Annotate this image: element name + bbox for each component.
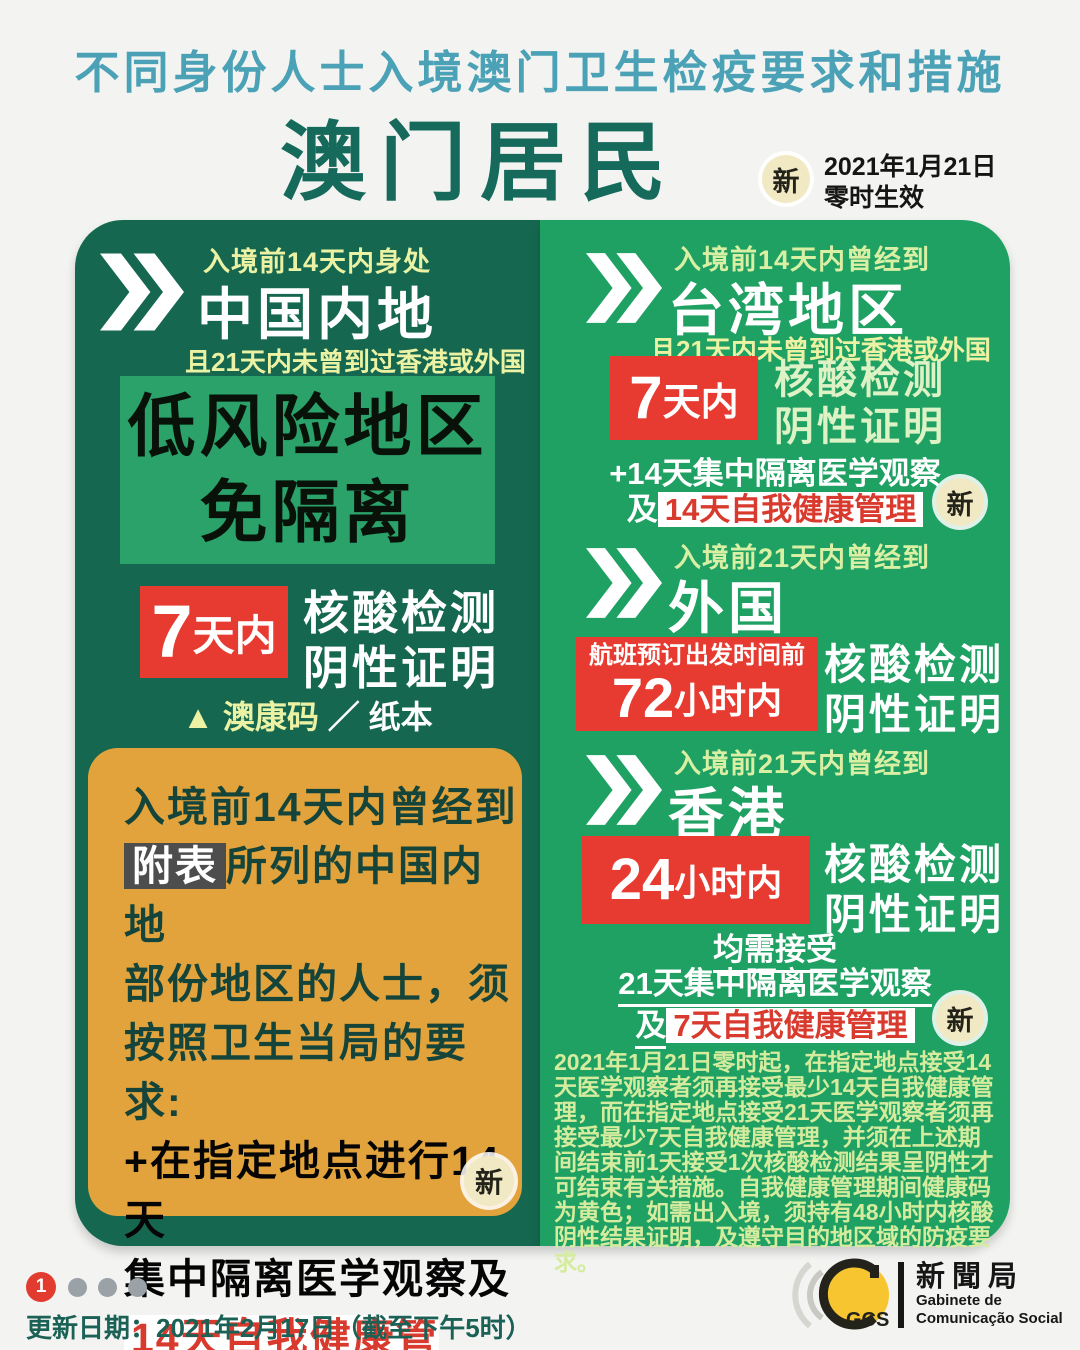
panel-other-regions: 入境前14天内曾经到 台湾地区 且21天内未曾到过香港或外国 7 天内 核酸检测… [540,220,1010,1275]
test-line1: 核酸检测 [774,358,946,402]
time-badge-7days: 7 天内 [610,356,758,440]
hk-requirement-line1: 均需接受 [540,932,1010,973]
time-unit: 小时内 [674,862,783,903]
hongkong-test-requirement: 核酸检测 阴性证明 [824,840,1004,940]
mainland-region-name: 中国内地 [197,283,437,346]
new-badge: 新 [936,994,984,1042]
new-badge: 新 [762,155,810,203]
new-badge: 新 [464,1156,514,1206]
effective-date-line1: 2021年1月21日 [824,153,997,181]
health-code-row: ▲ 澳康码 ／ 纸本 [75,692,540,738]
triangle-icon: ▲ [182,699,214,735]
test-line2: 阴性证明 [824,891,1005,938]
hk-requirement-line3: 及 7天自我健康管理 [540,1000,1010,1049]
page-title: 澳门居民 [280,115,680,211]
req-line3-prefix: 及 [635,1008,667,1049]
time-badge-24hours: 24 小时内 [582,836,810,924]
chevron-right-icon [586,548,662,618]
test-line1: 核酸检测 [303,587,499,639]
req-line1-text: 均需接受 [713,932,837,973]
extra-prefix: 及 [626,492,658,527]
low-risk-box: 低风险地区 免隔离 [120,376,495,564]
test-line1: 核酸检测 [824,841,1005,888]
test-line2: 阴性证明 [824,691,1005,738]
time-number: 7 [629,364,663,431]
effective-date-line2: 零时生效 [824,184,925,212]
test-line2: 阴性证明 [303,642,499,694]
page-indicator-dot [128,1278,147,1297]
taiwan-extra-line1: +14天集中隔离医学观察 [609,456,941,491]
low-risk-line1: 低风险地区 [127,389,488,465]
annex-line3: 部份地区的人士，须 [124,961,511,1007]
annex-line5: +在指定地点进行14天 [124,1138,501,1243]
gcs-logo-mark: GCS [792,1258,889,1331]
annex-line2: 附表 所列的中国内地 [124,837,522,955]
foreign-pre-text: 入境前21天内曾经到 [674,543,931,573]
header-subtitle: 不同身份人士入境澳门卫生检疫要求和措施 [74,47,1006,98]
foreign-region-name: 外国 [668,577,788,640]
hongkong-pre-text: 入境前21天内曾经到 [674,749,931,779]
time-badge-7days: 7 天内 [140,586,288,678]
mainland-pre-text: 入境前14天内身处 [203,247,432,277]
time-number: 24 [609,847,675,912]
time-badge-72hours: 航班预订出发时间前 72 小时内 [576,637,818,731]
time-value-row: 72 小时内 [612,670,782,726]
time-condition: 航班预订出发时间前 [589,642,805,669]
page-indicator-active: 1 [26,1272,56,1302]
annex-chip: 附表 [124,843,226,889]
annex-line4: 按照卫生当局的要求: [124,1020,468,1125]
taiwan-test-requirement: 核酸检测 阴性证明 [774,357,946,451]
annex-note-box: 入境前14天内曾经到 附表 所列的中国内地 部份地区的人士，须 按照卫生当局的要求… [88,748,522,1350]
gcs-logo-portuguese-line2: Comunicação Social [916,1310,1063,1327]
time-unit: 小时内 [674,680,783,721]
gcs-logo-letters: GCS [846,1309,889,1331]
self-management-highlight: 14天自我健康管理 [657,492,924,527]
annex-line6: 集中隔离医学观察及 [124,1256,511,1302]
chevron-right-icon [586,755,662,825]
panel-mainland: 入境前14天内身处 中国内地 且21天内未曾到过香港或外国 低风险地区 免隔离 … [75,220,540,1350]
taiwan-region-name: 台湾地区 [668,279,908,342]
taiwan-extra-line2: 及 14天自我健康管理 [540,484,1010,529]
hongkong-region-name: 香港 [668,783,788,846]
mainland-test-requirement: 核酸检测 阴性证明 [303,586,499,696]
test-line1: 核酸检测 [824,641,1005,688]
chevron-right-icon [586,253,662,323]
hk-requirement-line2: 21天集中隔离医学观察 [540,966,1010,1007]
slash-separator: ／ [327,699,360,735]
chevron-right-icon [100,253,184,331]
update-date: 更新日期：2021年2月17日（截至下午5时） [26,1313,532,1343]
gcs-logo-portuguese-line1: Gabinete de [916,1292,1002,1309]
health-code-app: 澳康码 [222,699,319,735]
self-management-highlight: 7天自我健康管理 [666,1008,915,1043]
req-line2-text: 21天集中隔离医学观察 [618,966,932,1007]
mainland-condition: 且21天内未曾到过香港或外国 [185,347,526,377]
low-risk-line2: 免隔离 [199,475,416,551]
gcs-logo-text: 新聞局 Gabinete de Comunicação Social [898,1262,1063,1328]
health-code-paper: 纸本 [368,699,433,735]
page-indicator-dot [68,1278,87,1297]
time-number: 7 [151,590,193,673]
annex-line1: 入境前14天内曾经到 [124,784,518,830]
foreign-test-requirement: 核酸检测 阴性证明 [824,640,1004,740]
time-number: 72 [611,666,675,729]
annex-line7: 14天自我健康管理。 [124,1309,522,1350]
time-unit: 天内 [662,381,739,424]
annex-line2-rest: 所列的中国内地 [124,843,484,948]
gcs-logo: GCS 新聞局 Gabinete de Comunicação Social [790,1252,1070,1338]
self-management-highlight: 14天自我健康管理 [124,1315,439,1350]
taiwan-pre-text: 入境前14天内曾经到 [674,245,931,275]
gcs-logo-chinese: 新聞局 [916,1261,1025,1293]
page-indicator-dot [98,1278,117,1297]
test-line2: 阴性证明 [774,405,946,449]
effective-date: 2021年1月21日 零时生效 [824,152,996,214]
time-unit: 天内 [192,611,277,659]
new-badge: 新 [936,478,984,526]
footnote-paragraph: 2021年1月21日零时起，在指定地点接受14天医学观察者须再接受最少14天自我… [554,1049,994,1275]
